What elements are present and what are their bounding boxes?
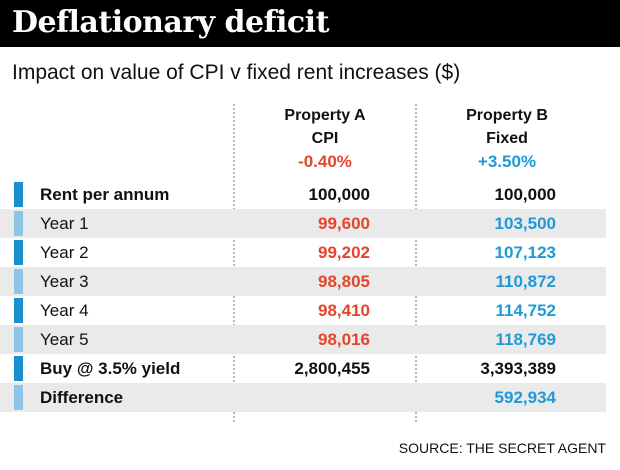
row-marker — [14, 385, 23, 410]
table-row: Year 2 99,202 107,123 — [0, 238, 606, 267]
table-row: Year 1 99,600 103,500 — [0, 209, 606, 238]
cell-property-a: 100,000 — [308, 185, 370, 204]
row-label: Year 3 — [40, 272, 89, 291]
chart-title: Deflationary deficit — [12, 5, 329, 40]
chart-subtitle: Impact on value of CPI v fixed rent incr… — [12, 61, 461, 84]
cell-property-a: 98,410 — [318, 301, 370, 320]
row-marker — [14, 327, 23, 352]
cell-property-a: 2,800,455 — [294, 359, 370, 378]
row-label: Year 2 — [40, 243, 89, 262]
cell-property-b: 3,393,389 — [480, 359, 556, 378]
cell-property-b: 114,752 — [495, 301, 556, 320]
column-a-rate: -0.40% — [298, 152, 352, 171]
row-label: Difference — [40, 388, 124, 407]
row-marker — [14, 240, 23, 265]
cell-property-b: 107,123 — [494, 243, 556, 262]
row-marker — [14, 211, 23, 236]
cell-property-b: 100,000 — [494, 185, 556, 204]
cell-property-b: 118,769 — [495, 330, 556, 349]
cell-property-a: 98,016 — [318, 330, 370, 349]
column-b-rate: +3.50% — [477, 152, 537, 171]
table-row: Buy @ 3.5% yield 2,800,455 3,393,389 — [0, 354, 606, 383]
row-marker — [14, 356, 23, 381]
row-label: Year 1 — [40, 214, 89, 233]
column-divider-right — [415, 104, 417, 422]
column-divider-left — [233, 104, 235, 422]
column-b-type: Fixed — [486, 130, 528, 147]
row-marker — [14, 182, 23, 207]
table-row: Difference 592,934 — [0, 383, 606, 412]
row-label: Buy @ 3.5% yield — [40, 359, 181, 378]
row-label: Rent per annum — [40, 185, 170, 204]
table-row: Year 4 98,410 114,752 — [0, 296, 606, 325]
cell-property-a: 99,600 — [318, 214, 370, 233]
table-row: Year 3 98,805 110,872 — [0, 267, 606, 296]
source-note: SOURCE: THE SECRET AGENT — [398, 440, 606, 456]
table-row: Rent per annum 100,000 100,000 — [0, 180, 606, 209]
cell-property-b: 110,872 — [495, 272, 556, 291]
table-row: Year 5 98,016 118,769 — [0, 325, 606, 354]
column-a-name: Property A — [284, 107, 366, 124]
row-marker — [14, 298, 23, 323]
cell-property-b: 103,500 — [494, 214, 556, 233]
column-b-name: Property B — [466, 107, 548, 124]
row-label: Year 4 — [40, 301, 89, 320]
cell-property-a: 98,805 — [318, 272, 370, 291]
column-a-type: CPI — [311, 130, 339, 147]
cell-property-a: 99,202 — [318, 243, 370, 262]
row-marker — [14, 269, 23, 294]
row-label: Year 5 — [40, 330, 89, 349]
cell-property-b: 592,934 — [494, 388, 556, 407]
title-bar: Deflationary deficit — [0, 0, 620, 47]
